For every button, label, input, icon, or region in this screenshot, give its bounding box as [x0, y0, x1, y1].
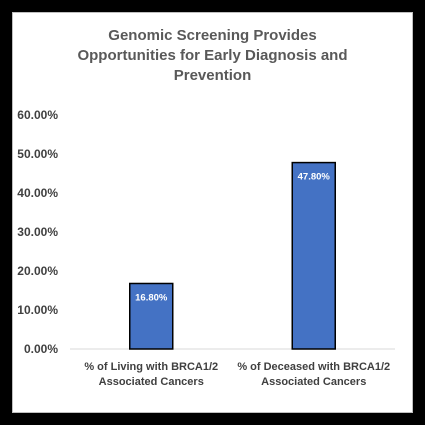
- bar: [129, 282, 174, 350]
- chart-title-line-1: Genomic Screening Provides: [108, 27, 317, 44]
- x-axis: % of Living with BRCA1/2 Associated Cance…: [84, 361, 390, 388]
- bar-data-label: 47.80%: [298, 172, 331, 183]
- y-tick-label: 10.00%: [17, 303, 58, 317]
- y-tick-label: 60.00%: [17, 108, 58, 122]
- x-category-label: Associated Cancers: [99, 376, 204, 388]
- bar: [291, 161, 336, 350]
- y-tick-label: 30.00%: [17, 225, 58, 239]
- y-tick-label: 40.00%: [17, 186, 58, 200]
- bars: 16.80% 47.80%: [129, 161, 336, 350]
- chart-title-line-2: Opportunities for Early Diagnosis and: [77, 47, 348, 64]
- y-tick-label: 20.00%: [17, 264, 58, 278]
- bar-data-label: 16.80%: [135, 292, 168, 303]
- y-tick-label: 0.00%: [24, 342, 58, 356]
- chart-frame: [12, 12, 413, 413]
- x-category-label: % of Living with BRCA1/2: [84, 361, 218, 373]
- x-category-label: Associated Cancers: [261, 376, 366, 388]
- x-category-label: % of Deceased with BRCA1/2: [237, 361, 390, 373]
- chart-title-line-3: Prevention: [173, 67, 252, 84]
- y-tick-label: 50.00%: [17, 147, 58, 161]
- y-axis: 0.00% 10.00% 20.00% 30.00% 40.00% 50.00% 60.00…: [17, 108, 58, 356]
- chart-title: Genomic Screening Provides Opportunities…: [0, 26, 425, 86]
